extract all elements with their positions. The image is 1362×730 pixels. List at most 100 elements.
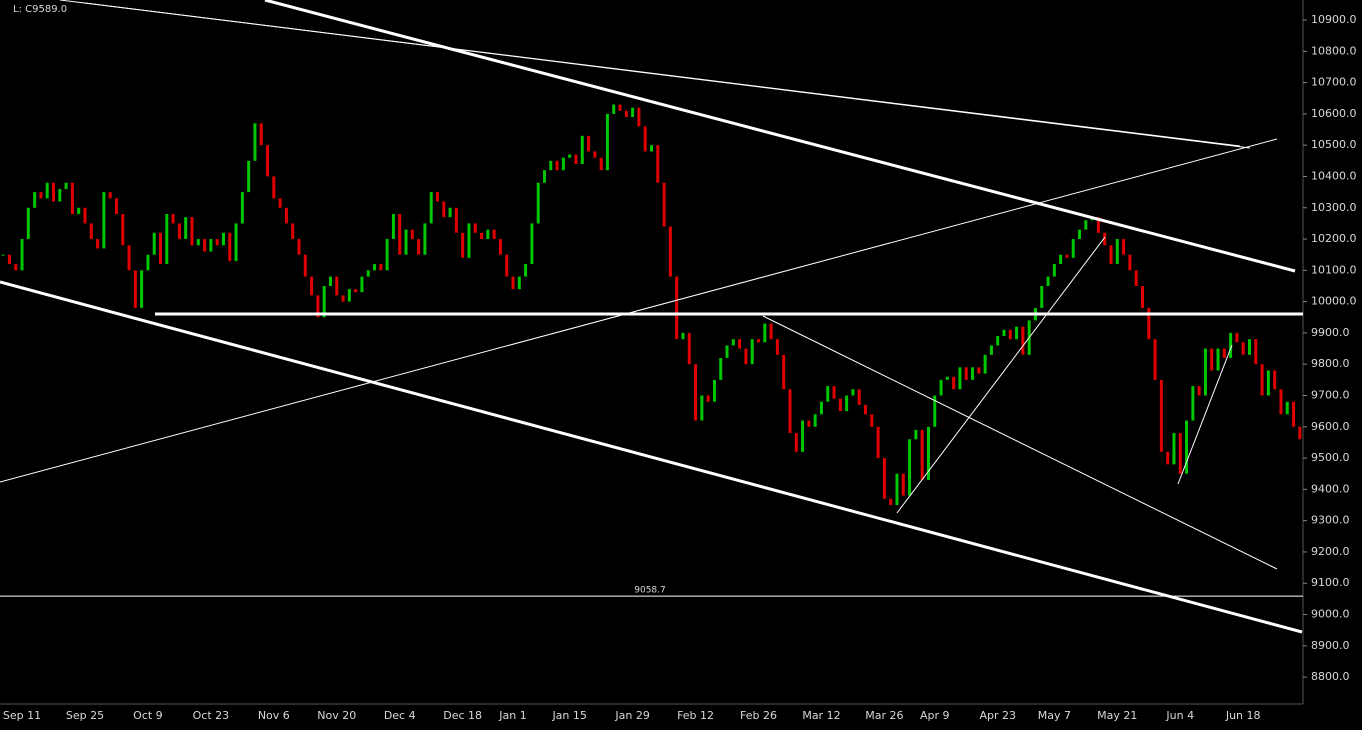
price-bar bbox=[177, 223, 181, 240]
price-bar bbox=[933, 395, 937, 427]
price-bar bbox=[782, 354, 786, 390]
price-bar bbox=[1235, 332, 1239, 343]
price-bar bbox=[108, 192, 112, 199]
price-bar bbox=[1285, 401, 1289, 415]
x-tick-label: Nov 20 bbox=[317, 709, 356, 722]
price-bar bbox=[221, 232, 225, 246]
price-bar bbox=[133, 270, 137, 308]
price-bar bbox=[240, 192, 244, 224]
price-bar bbox=[354, 289, 358, 293]
price-bar bbox=[391, 214, 395, 240]
trend-line bbox=[0, 138, 1278, 483]
price-bar bbox=[857, 389, 861, 405]
price-bar bbox=[328, 276, 332, 286]
price-bar bbox=[807, 420, 811, 427]
price-bar bbox=[643, 126, 647, 152]
price-bar bbox=[971, 367, 975, 380]
price-bar bbox=[335, 276, 339, 296]
price-bar bbox=[102, 192, 106, 249]
price-bar bbox=[7, 254, 11, 265]
price-bar bbox=[1128, 254, 1132, 271]
price-bar bbox=[234, 223, 238, 261]
price-bar bbox=[744, 348, 748, 365]
y-tick-label: 10200.0 bbox=[1311, 232, 1357, 245]
price-bar bbox=[650, 145, 653, 152]
price-bar bbox=[77, 207, 81, 215]
price-bar bbox=[838, 398, 842, 412]
price-bar bbox=[20, 239, 24, 271]
x-tick-label: Mar 12 bbox=[802, 709, 840, 722]
trend-line bbox=[762, 315, 1278, 570]
price-bar bbox=[247, 160, 251, 193]
price-bar bbox=[492, 229, 496, 240]
price-bar bbox=[914, 429, 918, 440]
trend-line bbox=[896, 236, 1106, 514]
price-bar bbox=[1052, 264, 1056, 277]
price-bar bbox=[536, 182, 540, 224]
price-bar bbox=[259, 123, 263, 146]
x-tick-label: Oct 9 bbox=[133, 709, 163, 722]
trend-line bbox=[59, 0, 1241, 147]
price-bar bbox=[347, 289, 351, 302]
price-bar bbox=[769, 323, 773, 340]
price-bar bbox=[788, 389, 792, 434]
price-bar bbox=[882, 458, 886, 499]
price-bar bbox=[952, 376, 956, 390]
price-bar bbox=[203, 239, 207, 252]
y-tick-label: 9000.0 bbox=[1311, 608, 1350, 621]
y-tick-label: 10300.0 bbox=[1311, 201, 1357, 214]
price-bar bbox=[1178, 433, 1182, 474]
price-bar bbox=[1147, 307, 1151, 340]
price-bar bbox=[719, 357, 723, 380]
price-bar bbox=[1229, 332, 1233, 358]
price-bar bbox=[316, 295, 320, 318]
price-bar bbox=[945, 376, 949, 380]
price-bar bbox=[366, 270, 370, 277]
price-bar bbox=[908, 439, 912, 496]
price-bar bbox=[819, 401, 823, 415]
price-bar bbox=[341, 295, 345, 302]
price-bar bbox=[939, 379, 943, 396]
price-bar bbox=[45, 182, 49, 199]
price-bar bbox=[196, 239, 200, 246]
price-bar bbox=[1216, 348, 1220, 371]
price-bar bbox=[1247, 339, 1251, 355]
price-bar bbox=[1172, 433, 1176, 465]
trend-line bbox=[1177, 344, 1233, 485]
price-bar bbox=[580, 135, 584, 164]
price-bar bbox=[322, 285, 326, 318]
y-tick-label: 9600.0 bbox=[1311, 420, 1350, 433]
price-bar bbox=[851, 389, 855, 396]
price-bar bbox=[1292, 401, 1296, 427]
price-bar bbox=[870, 414, 874, 427]
price-bar bbox=[272, 176, 276, 199]
price-bar bbox=[561, 157, 565, 171]
price-bar bbox=[1084, 220, 1088, 230]
price-bar bbox=[96, 239, 100, 249]
price-bar bbox=[593, 151, 597, 158]
price-bar bbox=[989, 345, 993, 355]
price-bar bbox=[813, 414, 817, 427]
price-bar bbox=[165, 214, 169, 265]
price-bar bbox=[889, 498, 893, 506]
price-bar bbox=[58, 188, 62, 202]
x-tick-label: Sep 25 bbox=[66, 709, 104, 722]
price-bar bbox=[725, 345, 729, 358]
price-bar bbox=[1122, 239, 1126, 255]
price-bar bbox=[1015, 326, 1019, 340]
price-bar bbox=[605, 113, 609, 171]
x-tick-label: Jun 4 bbox=[1165, 709, 1194, 722]
price-bar bbox=[1279, 389, 1283, 415]
price-bar bbox=[1065, 254, 1069, 258]
price-bar bbox=[184, 217, 188, 240]
x-tick-label: May 7 bbox=[1038, 709, 1071, 722]
y-tick-label: 9400.0 bbox=[1311, 482, 1350, 495]
price-bar bbox=[379, 264, 383, 271]
price-bar bbox=[1, 254, 5, 256]
price-bar bbox=[832, 386, 836, 399]
price-bar bbox=[114, 198, 118, 215]
price-bar bbox=[763, 323, 767, 343]
price-bar bbox=[775, 339, 779, 355]
price-bar bbox=[398, 214, 402, 255]
price-bar bbox=[1266, 370, 1270, 396]
